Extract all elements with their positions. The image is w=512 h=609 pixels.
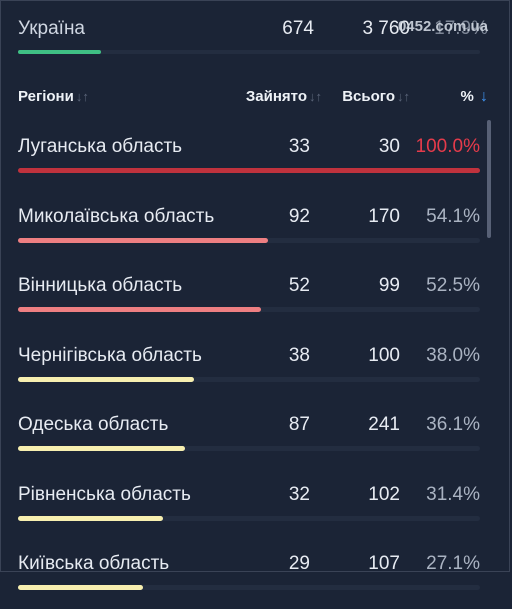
region-occupied: 29 — [288, 553, 310, 574]
summary-total: 3 760 — [362, 18, 410, 39]
region-total: 99 — [378, 275, 400, 296]
summary-occupied: 674 — [282, 18, 314, 39]
region-percent: 100.0% — [415, 136, 480, 157]
header-total-label: Всього — [342, 88, 395, 105]
region-name: Луганська область — [18, 136, 183, 157]
region-progress-track — [18, 307, 480, 312]
region-progress-track — [18, 515, 480, 521]
region-progress-fill — [18, 168, 480, 173]
sort-icon: ↓↑ — [309, 89, 322, 104]
region-occupied: 92 — [288, 205, 310, 227]
region-progress-fill — [18, 307, 261, 312]
region-progress-fill — [18, 446, 185, 451]
region-total: 107 — [368, 553, 400, 574]
region-total: 170 — [368, 205, 400, 227]
region-progress-fill — [18, 376, 194, 382]
region-total: 102 — [368, 483, 400, 505]
header-percent[interactable]: % ↓ — [460, 88, 488, 106]
region-row[interactable]: Одеська область 87 241 36.1% — [18, 400, 480, 470]
region-progress-fill — [18, 585, 144, 590]
region-occupied: 38 — [288, 344, 310, 366]
region-progress-track — [18, 237, 480, 243]
region-percent: 38.0% — [426, 344, 480, 366]
region-occupied: 33 — [288, 136, 310, 157]
summary-name: Україна — [18, 18, 86, 39]
site-watermark: 0452.com.ua — [398, 18, 488, 35]
region-row[interactable]: Вінницька область 52 99 52.5% — [18, 261, 480, 331]
region-progress-track — [18, 585, 480, 590]
region-total: 241 — [368, 414, 400, 435]
summary-percent: 17.9% — [434, 18, 488, 39]
region-name: Рівненська область — [18, 483, 191, 505]
header-occupied[interactable]: Зайнято ↓↑ — [246, 88, 322, 105]
sort-icon: ↓↑ — [397, 89, 410, 104]
region-row[interactable]: Миколаївська область 92 170 54.1% — [18, 192, 480, 262]
header-region-label: Регіони — [18, 88, 74, 105]
summary-progress-fill — [18, 50, 102, 54]
table-header: Регіони ↓↑ Зайнято ↓↑ Всього ↓↑ % ↓ — [18, 88, 488, 108]
region-progress-fill — [18, 515, 164, 521]
header-total[interactable]: Всього ↓↑ — [342, 88, 410, 105]
region-name: Чернігівська область — [18, 344, 202, 366]
panel-frame — [0, 0, 510, 572]
summary-row: Україна 674 3 760 17.9% — [18, 14, 488, 44]
header-percent-label: % — [460, 88, 474, 105]
region-name: Одеська область — [18, 414, 169, 435]
region-row[interactable]: Чернігівська область 38 100 38.0% — [18, 331, 480, 401]
sort-icon: ↓↑ — [75, 89, 89, 104]
region-progress-track — [18, 446, 480, 451]
region-percent: 52.5% — [426, 275, 480, 296]
region-row[interactable]: Луганська область 33 30 100.0% — [18, 122, 480, 192]
region-progress-track — [18, 168, 480, 173]
region-name: Вінницька область — [18, 275, 183, 296]
region-occupied: 52 — [288, 275, 310, 296]
region-total: 100 — [368, 344, 400, 366]
region-progress-track — [18, 376, 480, 382]
region-name: Миколаївська область — [18, 205, 215, 227]
region-percent: 27.1% — [426, 553, 480, 574]
region-occupied: 32 — [288, 483, 310, 505]
watermark-text: 0452.com.ua — [397, 18, 488, 35]
region-percent: 31.4% — [426, 483, 480, 505]
region-row[interactable]: Рівненська область 32 102 31.4% — [18, 470, 480, 540]
region-total: 30 — [378, 136, 400, 157]
region-occupied: 87 — [288, 414, 310, 435]
region-progress-fill — [18, 237, 268, 243]
scrollbar-thumb[interactable] — [487, 120, 491, 238]
header-occupied-label: Зайнято — [245, 88, 307, 105]
sort-desc-icon: ↓ — [480, 88, 488, 105]
header-region[interactable]: Регіони ↓↑ — [18, 88, 89, 105]
region-percent: 54.1% — [426, 205, 480, 227]
summary-progress-track — [18, 50, 480, 54]
region-percent: 36.1% — [426, 414, 480, 435]
region-name: Київська область — [18, 553, 170, 574]
region-list: Луганська область 33 30 100.0% Миколаївс… — [18, 122, 480, 609]
